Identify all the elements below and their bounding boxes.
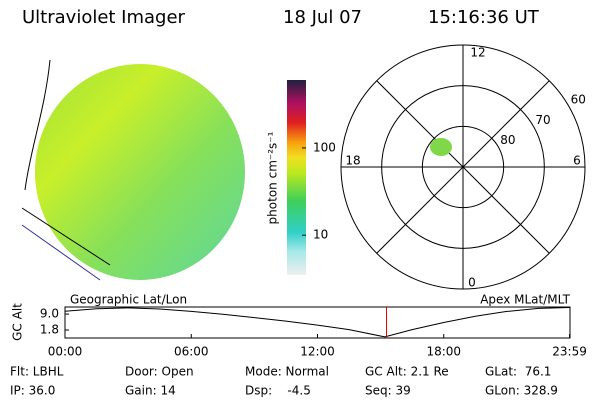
colorbar xyxy=(287,80,306,275)
uv-image xyxy=(21,59,245,281)
date: 18 Jul 07 xyxy=(283,7,362,28)
mlt-label: 0 xyxy=(468,276,476,290)
aurora-spot xyxy=(430,138,452,156)
x-tick-label: 06:00 xyxy=(174,345,209,359)
auroral-disc xyxy=(35,64,245,280)
info-field: GLat: 76.1 xyxy=(485,365,551,379)
info-field: Door: Open xyxy=(125,365,194,379)
mlat-label: 70 xyxy=(535,113,550,127)
mlt-label: 6 xyxy=(573,154,581,168)
colorbar-tick-label: 100 xyxy=(313,140,336,154)
info-field: Gain: 14 xyxy=(125,384,176,398)
title: Ultraviolet Imager xyxy=(22,7,186,28)
mlt-label: 12 xyxy=(470,46,485,60)
boundary-line xyxy=(21,207,111,266)
plot-frame xyxy=(64,306,571,339)
mlat-label: 80 xyxy=(500,133,515,147)
y-axis-label: GC Alt xyxy=(11,303,25,341)
mlat-label: 60 xyxy=(571,93,586,107)
colorbar-label: photon cm⁻²s⁻¹ xyxy=(266,131,280,224)
x-tick-label: 12:00 xyxy=(300,345,335,359)
info-field: GLon: 328.9 xyxy=(485,384,558,398)
panel-title: Apex MLat/MLT xyxy=(480,293,570,307)
panel-title: Geographic Lat/Lon xyxy=(70,293,187,307)
info-field: GC Alt: 2.1 Re xyxy=(365,365,449,379)
x-tick-label: 23:59 xyxy=(552,345,587,359)
time: 15:16:36 UT xyxy=(428,7,540,28)
boundary-line xyxy=(24,59,51,191)
y-tick-label: 9.0 xyxy=(40,307,59,321)
colorbar-tick-label: 10 xyxy=(313,228,328,242)
info-field: IP: 36.0 xyxy=(10,384,55,398)
mlt-label: 18 xyxy=(345,154,360,168)
x-tick-label: 00:00 xyxy=(48,345,83,359)
x-tick-label: 18:00 xyxy=(426,345,461,359)
info-field: Dsp: -4.5 xyxy=(245,384,311,398)
polar-plot: 80 70 60 12 6 18 0 xyxy=(340,44,586,290)
info-field: Seq: 39 xyxy=(365,384,411,398)
info-field: Flt: LBHL xyxy=(10,365,64,379)
info-field: Mode: Normal xyxy=(245,365,329,379)
boundary-line xyxy=(21,224,101,281)
axis-line xyxy=(376,80,550,254)
altitude-line xyxy=(64,306,570,338)
y-tick-label: 1.8 xyxy=(40,323,59,337)
